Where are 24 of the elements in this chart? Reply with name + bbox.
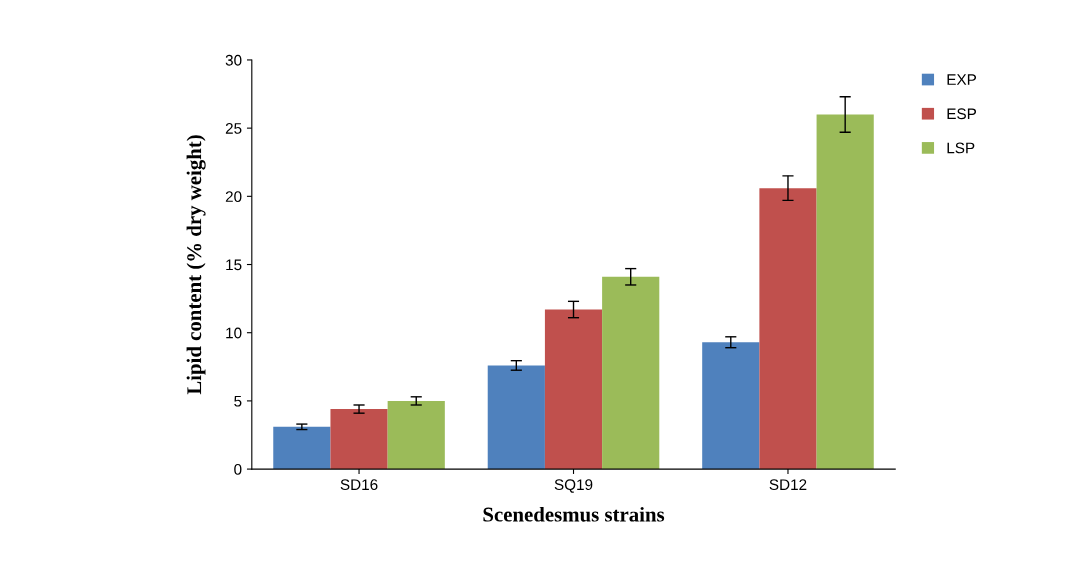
y-tick-label: 30 <box>225 54 242 66</box>
y-tick-label: 5 <box>234 395 242 407</box>
bar <box>702 342 760 470</box>
bar <box>387 400 445 470</box>
x-tick-label: SD12 <box>769 479 807 491</box>
x-tick-label: SD16 <box>340 479 378 491</box>
bar <box>759 188 817 470</box>
y-tick-label: 0 <box>234 463 242 475</box>
bar <box>816 114 874 470</box>
y-tick-label: 15 <box>226 259 242 271</box>
x-tick-label: SQ19 <box>554 479 593 493</box>
bar <box>487 365 545 470</box>
bar <box>544 309 603 470</box>
bar <box>273 426 331 470</box>
y-tick-label: 10 <box>226 327 242 339</box>
legend-label: LSP <box>947 142 975 154</box>
x-axis-title: Scenedesmus strains <box>483 506 665 522</box>
bar <box>602 276 660 470</box>
y-tick-label: 25 <box>225 123 242 134</box>
legend-label: EXP <box>947 74 977 85</box>
bar <box>330 409 388 470</box>
y-axis-title: Lipid content (% dry weight) <box>186 135 206 395</box>
y-tick-label: 20 <box>225 191 242 203</box>
legend-label: ESP <box>947 108 977 120</box>
